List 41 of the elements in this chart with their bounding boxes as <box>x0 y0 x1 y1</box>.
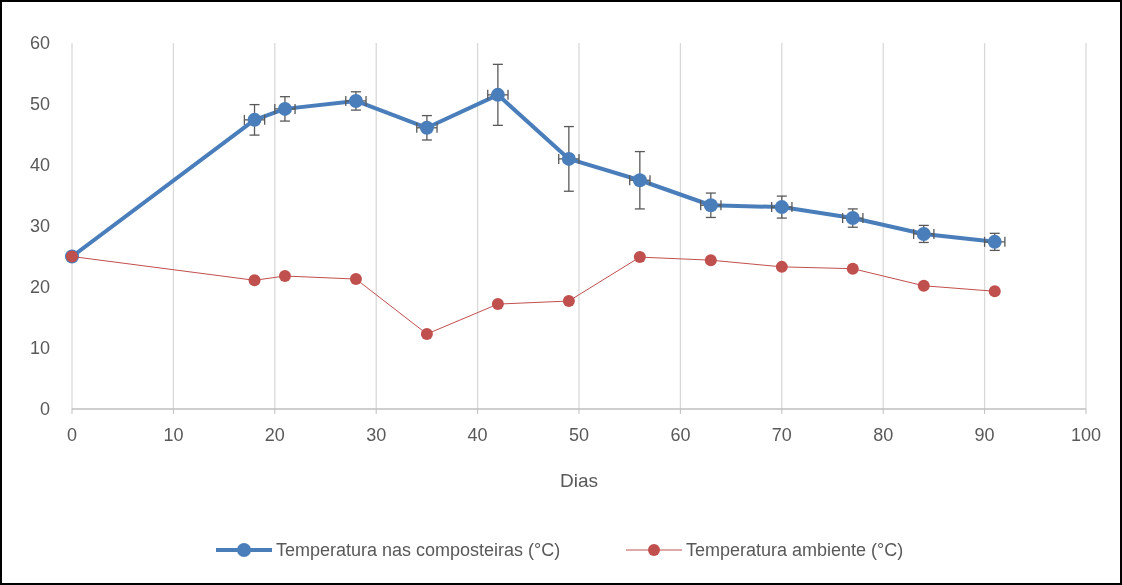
legend-label: Temperatura ambiente (°C) <box>686 540 904 560</box>
x-tick-label: 0 <box>66 425 78 445</box>
y-tick-label: 10 <box>29 338 50 358</box>
x-tick-label: 10 <box>163 425 184 445</box>
point <box>419 120 434 135</box>
point <box>561 151 576 166</box>
x-tick-label: 60 <box>670 425 691 445</box>
x-tick-label: 70 <box>771 425 792 445</box>
y-tick-label: 20 <box>29 277 50 297</box>
y-tick-label: 0 <box>39 399 50 419</box>
point <box>490 87 505 102</box>
point <box>633 251 646 264</box>
point <box>774 200 789 215</box>
y-tick-label: 50 <box>29 94 50 114</box>
x-tick-label: 40 <box>467 425 488 445</box>
point <box>420 327 433 340</box>
x-tick-label: 20 <box>264 425 285 445</box>
point <box>846 262 859 275</box>
point <box>703 198 718 213</box>
point <box>704 254 717 267</box>
point <box>349 273 362 286</box>
y-tick-label: 30 <box>29 216 50 236</box>
y-tick-label: 60 <box>29 33 50 53</box>
point <box>277 101 292 116</box>
point <box>917 279 930 292</box>
legend-label: Temperatura nas composteiras (°C) <box>276 540 561 560</box>
point <box>632 173 647 188</box>
x-tick-label: 80 <box>873 425 894 445</box>
point <box>248 274 261 287</box>
x-tick-label: 30 <box>366 425 387 445</box>
point <box>775 260 788 273</box>
x-tick-label: 50 <box>568 425 590 445</box>
point <box>278 270 291 283</box>
x-tick-label: 100 <box>1070 425 1102 445</box>
point <box>562 295 575 308</box>
point <box>247 112 262 127</box>
point <box>491 298 504 311</box>
point <box>988 285 1001 298</box>
y-tick-label: 40 <box>29 155 50 175</box>
x-axis-title: Dias <box>559 470 599 491</box>
x-tick-label: 90 <box>974 425 995 445</box>
